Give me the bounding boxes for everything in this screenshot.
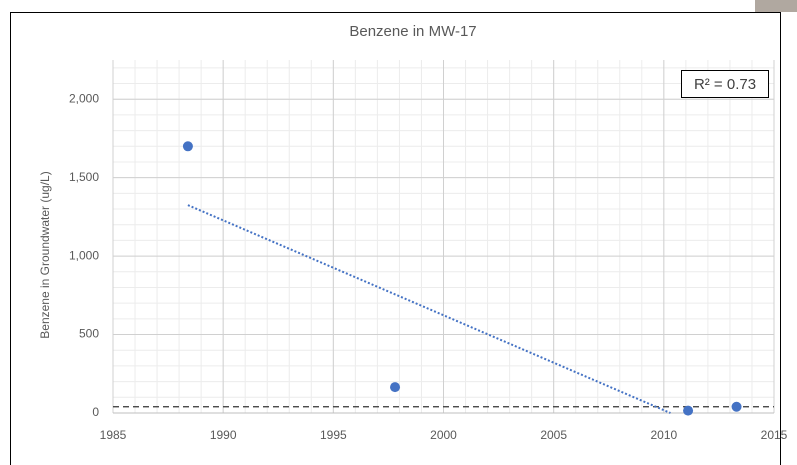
data-point (731, 401, 742, 412)
y-tick-label: 1,000 (69, 248, 99, 262)
x-tick-label: 2005 (540, 428, 567, 442)
trendline (187, 204, 671, 414)
y-tick-label: 1,500 (69, 170, 99, 184)
x-tick-label: 2010 (650, 428, 677, 442)
y-tick-label: 0 (92, 405, 99, 419)
data-point (182, 141, 193, 152)
r2-label: R² = 0.73 (694, 76, 756, 93)
data-point (390, 382, 401, 393)
y-axis-label: Benzene in Groundwater (ug/L) (38, 171, 52, 338)
x-tick-label: 2015 (761, 428, 788, 442)
chart-title: Benzene in MW-17 (349, 23, 476, 40)
x-tick-label: 1995 (320, 428, 347, 442)
r2-box (681, 70, 769, 98)
corner-image (755, 0, 797, 12)
y-tick-label: 500 (79, 327, 99, 341)
y-tick-label: 2,000 (69, 91, 99, 105)
data-point (683, 405, 694, 416)
x-tick-label: 2000 (430, 428, 457, 442)
x-tick-label: 1985 (100, 428, 127, 442)
x-tick-label: 1990 (210, 428, 237, 442)
